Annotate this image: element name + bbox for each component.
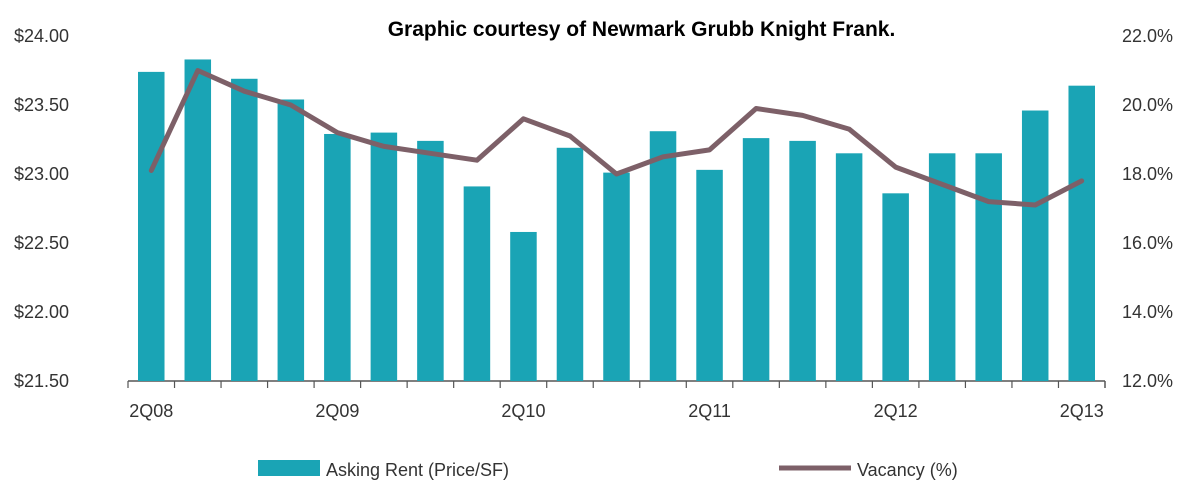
- y-left-tick-label: $24.00: [14, 26, 69, 46]
- chart-caption: Graphic courtesy of Newmark Grubb Knight…: [387, 18, 896, 41]
- y-left-tick-label: $21.50: [14, 371, 69, 391]
- x-tick-label: 2Q11: [688, 401, 731, 421]
- tick-labels: $21.50 $22.00 $22.50 $23.00 $23.50 $24.00 12.0…: [14, 26, 1173, 421]
- x-tick-label: 2Q12: [874, 401, 918, 421]
- legend-label-vacancy: Vacancy (%): [857, 460, 958, 480]
- bar: [370, 132, 398, 381]
- legend: Asking Rent (Price/SF) Vacancy (%): [258, 460, 958, 480]
- vacancy-series-line: [148, 68, 1085, 208]
- bar: [835, 153, 863, 381]
- bar: [417, 140, 444, 381]
- bar: [277, 99, 305, 381]
- y-left-tick-label: $23.50: [14, 95, 69, 115]
- bar: [324, 133, 351, 381]
- vacancy-line: [148, 68, 1085, 208]
- bar: [928, 153, 956, 381]
- bar: [463, 186, 491, 381]
- bar: [882, 193, 909, 381]
- x-tick-label: 2Q10: [501, 401, 545, 421]
- bar: [184, 59, 212, 382]
- bar: [1068, 85, 1095, 382]
- bar: [1021, 110, 1049, 382]
- bars: [138, 59, 1095, 382]
- bar: [556, 147, 584, 381]
- y-left-tick-label: $22.00: [14, 302, 69, 322]
- y-right-tick-label: 18.0%: [1122, 164, 1173, 184]
- x-tick-label: 2Q13: [1060, 401, 1104, 421]
- y-left-tick-label: $22.50: [14, 233, 69, 253]
- bar: [696, 169, 723, 381]
- legend-label-asking-rent: Asking Rent (Price/SF): [326, 460, 509, 480]
- bar: [603, 172, 630, 381]
- y-right-tick-label: 14.0%: [1122, 302, 1173, 322]
- y-right-tick-label: 22.0%: [1122, 26, 1173, 46]
- bar: [231, 78, 258, 381]
- bar: [510, 231, 537, 381]
- x-tick-label: 2Q08: [129, 401, 173, 421]
- bar: [138, 71, 165, 381]
- bar: [742, 138, 770, 381]
- x-tick-label: 2Q09: [315, 401, 359, 421]
- y-left-tick-label: $23.00: [14, 164, 69, 184]
- legend-swatch-asking-rent: [258, 460, 320, 476]
- axes: [127, 380, 1106, 388]
- bar: [789, 140, 816, 381]
- bar: [649, 131, 677, 381]
- bar: [975, 153, 1002, 381]
- y-right-tick-label: 20.0%: [1122, 95, 1173, 115]
- y-right-tick-label: 12.0%: [1122, 371, 1173, 391]
- y-right-tick-label: 16.0%: [1122, 233, 1173, 253]
